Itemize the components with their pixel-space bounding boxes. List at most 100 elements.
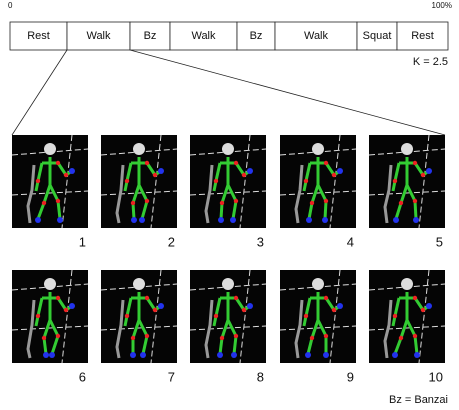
limb	[415, 336, 417, 354]
frame	[369, 270, 445, 363]
foot	[247, 303, 253, 309]
joint	[214, 314, 218, 318]
joint	[153, 308, 157, 312]
joint	[324, 334, 328, 338]
limb	[58, 201, 60, 219]
frame-number: 1	[79, 234, 86, 249]
joint	[304, 314, 308, 318]
foot	[247, 168, 253, 174]
timeline-end: 100%	[432, 1, 452, 10]
frame-number: 2	[168, 234, 175, 249]
frame	[280, 270, 356, 363]
foot	[69, 168, 75, 174]
foot	[158, 303, 164, 309]
frame	[369, 135, 445, 228]
frame-number: 3	[257, 234, 264, 249]
head	[312, 143, 324, 155]
joint	[332, 173, 336, 177]
foot	[139, 217, 145, 223]
joint	[324, 296, 328, 300]
joint	[214, 179, 218, 183]
joint	[413, 296, 417, 300]
foot	[231, 352, 237, 358]
head	[401, 278, 413, 290]
joint	[234, 334, 238, 338]
foot	[337, 303, 343, 309]
foot	[426, 168, 432, 174]
joint	[64, 173, 68, 177]
joint	[304, 179, 308, 183]
joint	[145, 161, 149, 165]
limb	[133, 203, 134, 219]
joint	[310, 201, 314, 205]
figure: 0 100% K = 2.5 Bz = Banzai RestWalkBzWal…	[0, 0, 459, 410]
joint	[399, 201, 403, 205]
joint	[125, 179, 129, 183]
joint	[413, 161, 417, 165]
head	[222, 278, 234, 290]
foot	[217, 352, 223, 358]
segment-label: Rest	[411, 30, 434, 42]
frame-number: 4	[347, 234, 354, 249]
frame	[101, 135, 177, 228]
joint	[242, 308, 246, 312]
foot	[57, 217, 63, 223]
joint	[36, 179, 40, 183]
segment-label: Walk	[304, 30, 329, 42]
frame-number: 10	[429, 369, 443, 384]
limb	[44, 338, 46, 354]
joint	[234, 296, 238, 300]
joint	[393, 179, 397, 183]
frame-number: 6	[79, 369, 86, 384]
joint	[242, 173, 246, 177]
frame	[12, 135, 88, 228]
foot	[323, 352, 329, 358]
segment-label: Bz	[144, 30, 157, 42]
joint	[131, 336, 135, 340]
foot	[69, 303, 75, 309]
joint	[145, 296, 149, 300]
joint	[399, 336, 403, 340]
segment-label: Rest	[27, 30, 50, 42]
foot	[413, 217, 419, 223]
joint	[220, 336, 224, 340]
frame	[280, 135, 356, 228]
joint	[220, 201, 224, 205]
joint	[332, 308, 336, 312]
frame-number: 8	[257, 369, 264, 384]
segment-label: Squat	[363, 30, 392, 42]
limb	[221, 203, 222, 219]
limb	[325, 201, 326, 219]
joint	[234, 199, 238, 203]
head	[222, 143, 234, 155]
timeline-start: 0	[8, 1, 13, 10]
joint	[310, 336, 314, 340]
foot	[230, 217, 236, 223]
frame	[190, 135, 266, 228]
foot	[35, 217, 41, 223]
joint	[56, 296, 60, 300]
foot	[218, 217, 224, 223]
foot	[322, 217, 328, 223]
joint	[145, 334, 149, 338]
head	[133, 143, 145, 155]
foot	[305, 352, 311, 358]
joint	[56, 199, 60, 203]
foot	[158, 168, 164, 174]
foot	[131, 217, 137, 223]
frame	[12, 270, 88, 363]
joint	[324, 199, 328, 203]
joint	[56, 161, 60, 165]
foot	[393, 217, 399, 223]
foot	[49, 352, 55, 358]
legend: Bz = Banzai	[389, 394, 448, 406]
head	[401, 143, 413, 155]
joint	[421, 308, 425, 312]
parameter: K = 2.5	[413, 56, 448, 68]
limb	[415, 201, 416, 219]
joint	[413, 334, 417, 338]
joint	[413, 199, 417, 203]
frame	[101, 270, 177, 363]
joint	[42, 336, 46, 340]
joint	[42, 201, 46, 205]
